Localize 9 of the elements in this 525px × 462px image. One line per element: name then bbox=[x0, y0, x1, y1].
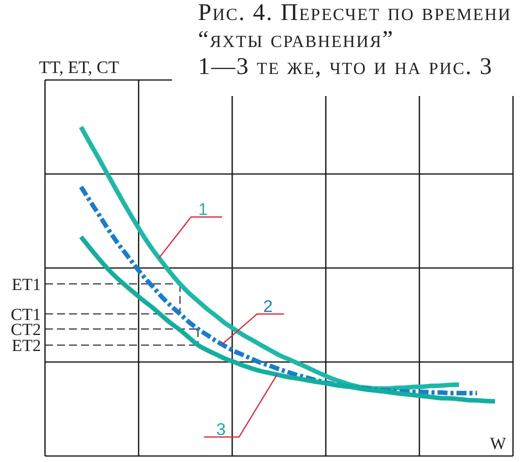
chart-title: Рис. 4. Пересчет по времени “яхты сравнения” bbox=[198, 0, 512, 53]
text: 1 bbox=[198, 200, 208, 219]
text: 2 bbox=[263, 297, 273, 316]
text: 3 bbox=[216, 420, 226, 439]
chart-subtitle: 1—3 те же, что и на рис. 3 bbox=[198, 54, 493, 80]
ref-line-label: ET1 bbox=[12, 274, 41, 294]
x-axis-title: W bbox=[490, 434, 507, 453]
y-axis-title: TT, ET, CT bbox=[39, 57, 120, 77]
ref-line-label: ET2 bbox=[12, 336, 41, 356]
